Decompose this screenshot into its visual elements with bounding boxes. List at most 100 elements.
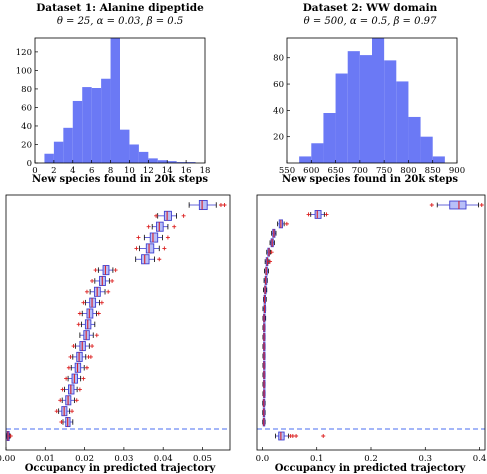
box-iqr [314, 210, 322, 219]
x-tick-label: 600 [303, 166, 319, 176]
histogram-bar [157, 160, 168, 163]
histogram-bar [176, 162, 187, 163]
outlier-marker [172, 224, 177, 229]
plot-frame [34, 37, 206, 164]
histogram-bar [396, 81, 409, 163]
histogram-bar [53, 141, 64, 163]
panel-1-title: Dataset 1: Alanine dipeptide [36, 2, 204, 14]
y-tick-label: 20 [273, 133, 284, 143]
x-tick-label: 12 [143, 166, 154, 176]
plot-frame [286, 37, 458, 164]
outlier-marker [84, 289, 89, 294]
outlier-marker [70, 409, 75, 414]
outlier-marker [136, 235, 141, 240]
outlier-marker [321, 434, 326, 438]
outlier-marker [269, 250, 274, 255]
panel-2-title: Dataset 2: WW domain [303, 2, 438, 14]
outlier-marker [165, 235, 170, 240]
x-tick-label: 700 [352, 166, 368, 176]
outlier-marker [113, 268, 118, 273]
panel-2-subtitle: θ = 500, α = 0.5, β = 0.97 [304, 16, 437, 27]
x-tick-label: 0.1 [310, 454, 324, 464]
x-tick-label: 800 [400, 166, 416, 176]
panel-3-xlabel: Occupancy in predicted trajectory [25, 463, 217, 474]
histogram-bar [63, 127, 73, 163]
histogram-bar [359, 55, 372, 163]
outlier-marker [66, 365, 71, 370]
x-tick-label: 10 [124, 166, 135, 176]
outlier-marker [81, 300, 86, 305]
x-tick-label: 6 [89, 166, 94, 176]
histogram-bar [323, 113, 336, 163]
y-tick-label: 80 [21, 85, 32, 95]
panel-1-subtitle: θ = 25, α = 0.03, β = 0.5 [57, 16, 183, 27]
histogram-bar [110, 38, 120, 163]
outlier-marker [90, 344, 95, 349]
y-tick-label: 0 [27, 159, 32, 169]
outlier-marker [76, 322, 81, 327]
x-tick-label: 0.0 [256, 454, 270, 464]
x-tick-label: 2 [51, 166, 56, 176]
outlier-marker [90, 278, 95, 283]
outlier-marker [99, 300, 104, 305]
histogram-bar [82, 87, 92, 163]
histogram-bar [347, 51, 360, 163]
histogram-bar [167, 161, 177, 163]
histogram-dataset-2: 550 600 650 700 750 800 850 900 20 40 60 80 [273, 37, 465, 176]
histogram-bar [432, 156, 445, 163]
outlier-marker [74, 398, 79, 403]
outlier-marker [54, 409, 59, 414]
histogram-bar [120, 129, 130, 163]
y-tick-label: 40 [21, 122, 32, 132]
outlier-marker [222, 203, 227, 207]
outlier-marker [162, 246, 167, 251]
y-tick-label: 40 [273, 106, 284, 116]
outlier-marker [181, 213, 186, 218]
outlier-marker [8, 434, 13, 438]
histogram-bar [148, 158, 158, 163]
x-tick-label: 0.00 [0, 454, 15, 464]
box-iqr [89, 297, 97, 308]
y-tick-label: 60 [21, 103, 32, 113]
box-iqr [449, 200, 467, 210]
x-tick-label: 4 [70, 166, 75, 176]
y-tick-label: 80 [273, 54, 284, 64]
outlier-marker [154, 213, 159, 218]
box-iqr [145, 243, 155, 254]
x-tick-label: 0.02 [75, 454, 94, 464]
x-tick-label: 750 [376, 166, 392, 176]
outlier-marker [146, 224, 151, 229]
box-iqr [149, 232, 159, 243]
outlier-marker [94, 333, 99, 338]
outlier-marker [479, 203, 484, 207]
outlier-marker [77, 311, 82, 316]
x-tick-label: 0.2 [364, 454, 378, 464]
y-tick-label: 100 [16, 66, 32, 76]
box-iqr [102, 265, 110, 276]
outlier-marker [429, 203, 434, 207]
outlier-marker [71, 344, 76, 349]
outlier-marker [294, 434, 299, 438]
histogram-bar [129, 144, 139, 163]
outlier-marker [134, 246, 139, 251]
outlier-marker [324, 212, 329, 217]
outlier-marker [284, 221, 289, 226]
histogram-bar [372, 38, 385, 163]
x-tick-label: 8 [108, 166, 113, 176]
x-tick-label: 16 [181, 166, 192, 176]
x-tick-label: 0.05 [193, 454, 212, 464]
histogram-bar [384, 60, 397, 163]
outlier-marker [306, 212, 311, 217]
box-iqr [163, 210, 172, 221]
x-tick-label: 850 [425, 166, 441, 176]
outlier-marker [106, 289, 111, 294]
panel-2-xlabel: New species found in 20k steps [282, 174, 458, 185]
y-tick-label: 20 [21, 140, 32, 150]
x-tick-label: 0.04 [154, 454, 173, 464]
histogram-bar [335, 73, 348, 163]
box-iqr [198, 199, 208, 211]
x-tick-label: 900 [449, 166, 465, 176]
outlier-marker [84, 365, 89, 370]
x-tick-label: 550 [279, 166, 295, 176]
histogram-bar [91, 88, 102, 163]
